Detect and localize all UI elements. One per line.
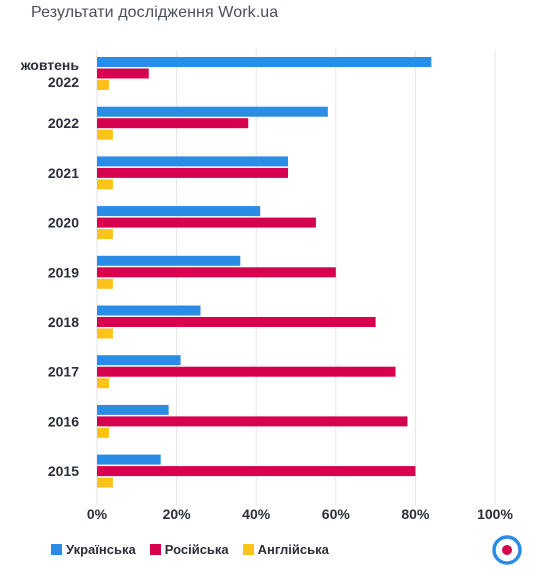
- work-ua-target-logo-icon[interactable]: [492, 535, 522, 565]
- bar: [97, 156, 289, 167]
- x-tick-label: 20%: [163, 506, 192, 522]
- category-label: 2019: [48, 264, 79, 280]
- x-tick-label: 0%: [87, 506, 108, 522]
- category-label: 2018: [48, 314, 79, 330]
- bar: [97, 477, 113, 488]
- chart-title: Результати дослідження Work.ua: [31, 4, 279, 21]
- category-label: 2020: [48, 215, 79, 231]
- bar: [97, 217, 316, 228]
- bar: [97, 278, 113, 289]
- category-label: 2022: [48, 115, 79, 131]
- category-label: 2015: [48, 463, 79, 479]
- bar: [97, 317, 376, 327]
- category-label: 2022: [48, 74, 79, 90]
- legend-item-ukrainian: Українська: [51, 542, 136, 557]
- bar: [97, 57, 432, 67]
- bar: [97, 206, 261, 217]
- x-tick-label: 40%: [242, 506, 271, 522]
- bar: [97, 366, 396, 377]
- category-label: 2017: [48, 364, 79, 380]
- bar: [97, 328, 113, 339]
- bar: [97, 255, 241, 266]
- bar: [97, 454, 161, 465]
- legend-swatch-russian: [149, 544, 161, 555]
- bar: [97, 229, 113, 240]
- bar: [97, 129, 113, 140]
- bar: [97, 378, 109, 389]
- bar: [97, 179, 113, 190]
- bar: [97, 355, 181, 366]
- bar: [97, 305, 201, 316]
- bar: [97, 466, 416, 477]
- category-label: 2021: [48, 165, 79, 181]
- bar: [97, 416, 408, 427]
- bar: [97, 106, 328, 117]
- legend-item-russian: Російська: [149, 542, 229, 557]
- x-tick-label: 60%: [322, 506, 351, 522]
- category-label: 2016: [48, 413, 79, 429]
- category-label: жовтень: [20, 57, 80, 73]
- legend-label-ukrainian: Українська: [66, 542, 136, 557]
- bar: [97, 167, 289, 178]
- chart-legend: Українська Російська Англійська: [51, 542, 329, 557]
- x-tick-label: 100%: [477, 506, 513, 522]
- legend-label-english: Англійська: [257, 542, 329, 557]
- bar: [97, 68, 149, 79]
- legend-item-english: Англійська: [242, 542, 329, 557]
- bar: [97, 427, 109, 438]
- legend-label-russian: Російська: [164, 542, 229, 557]
- bar: [97, 267, 336, 278]
- bar: [97, 118, 249, 129]
- legend-swatch-ukrainian: [51, 544, 62, 555]
- bar: [97, 80, 109, 90]
- bar-chart: 0% 20% 40% 60% 80% 100%жовтень202220222021202…: [20, 50, 513, 522]
- x-tick-label: 80%: [401, 506, 430, 522]
- legend-swatch-english: [242, 544, 254, 555]
- bar: [97, 404, 169, 415]
